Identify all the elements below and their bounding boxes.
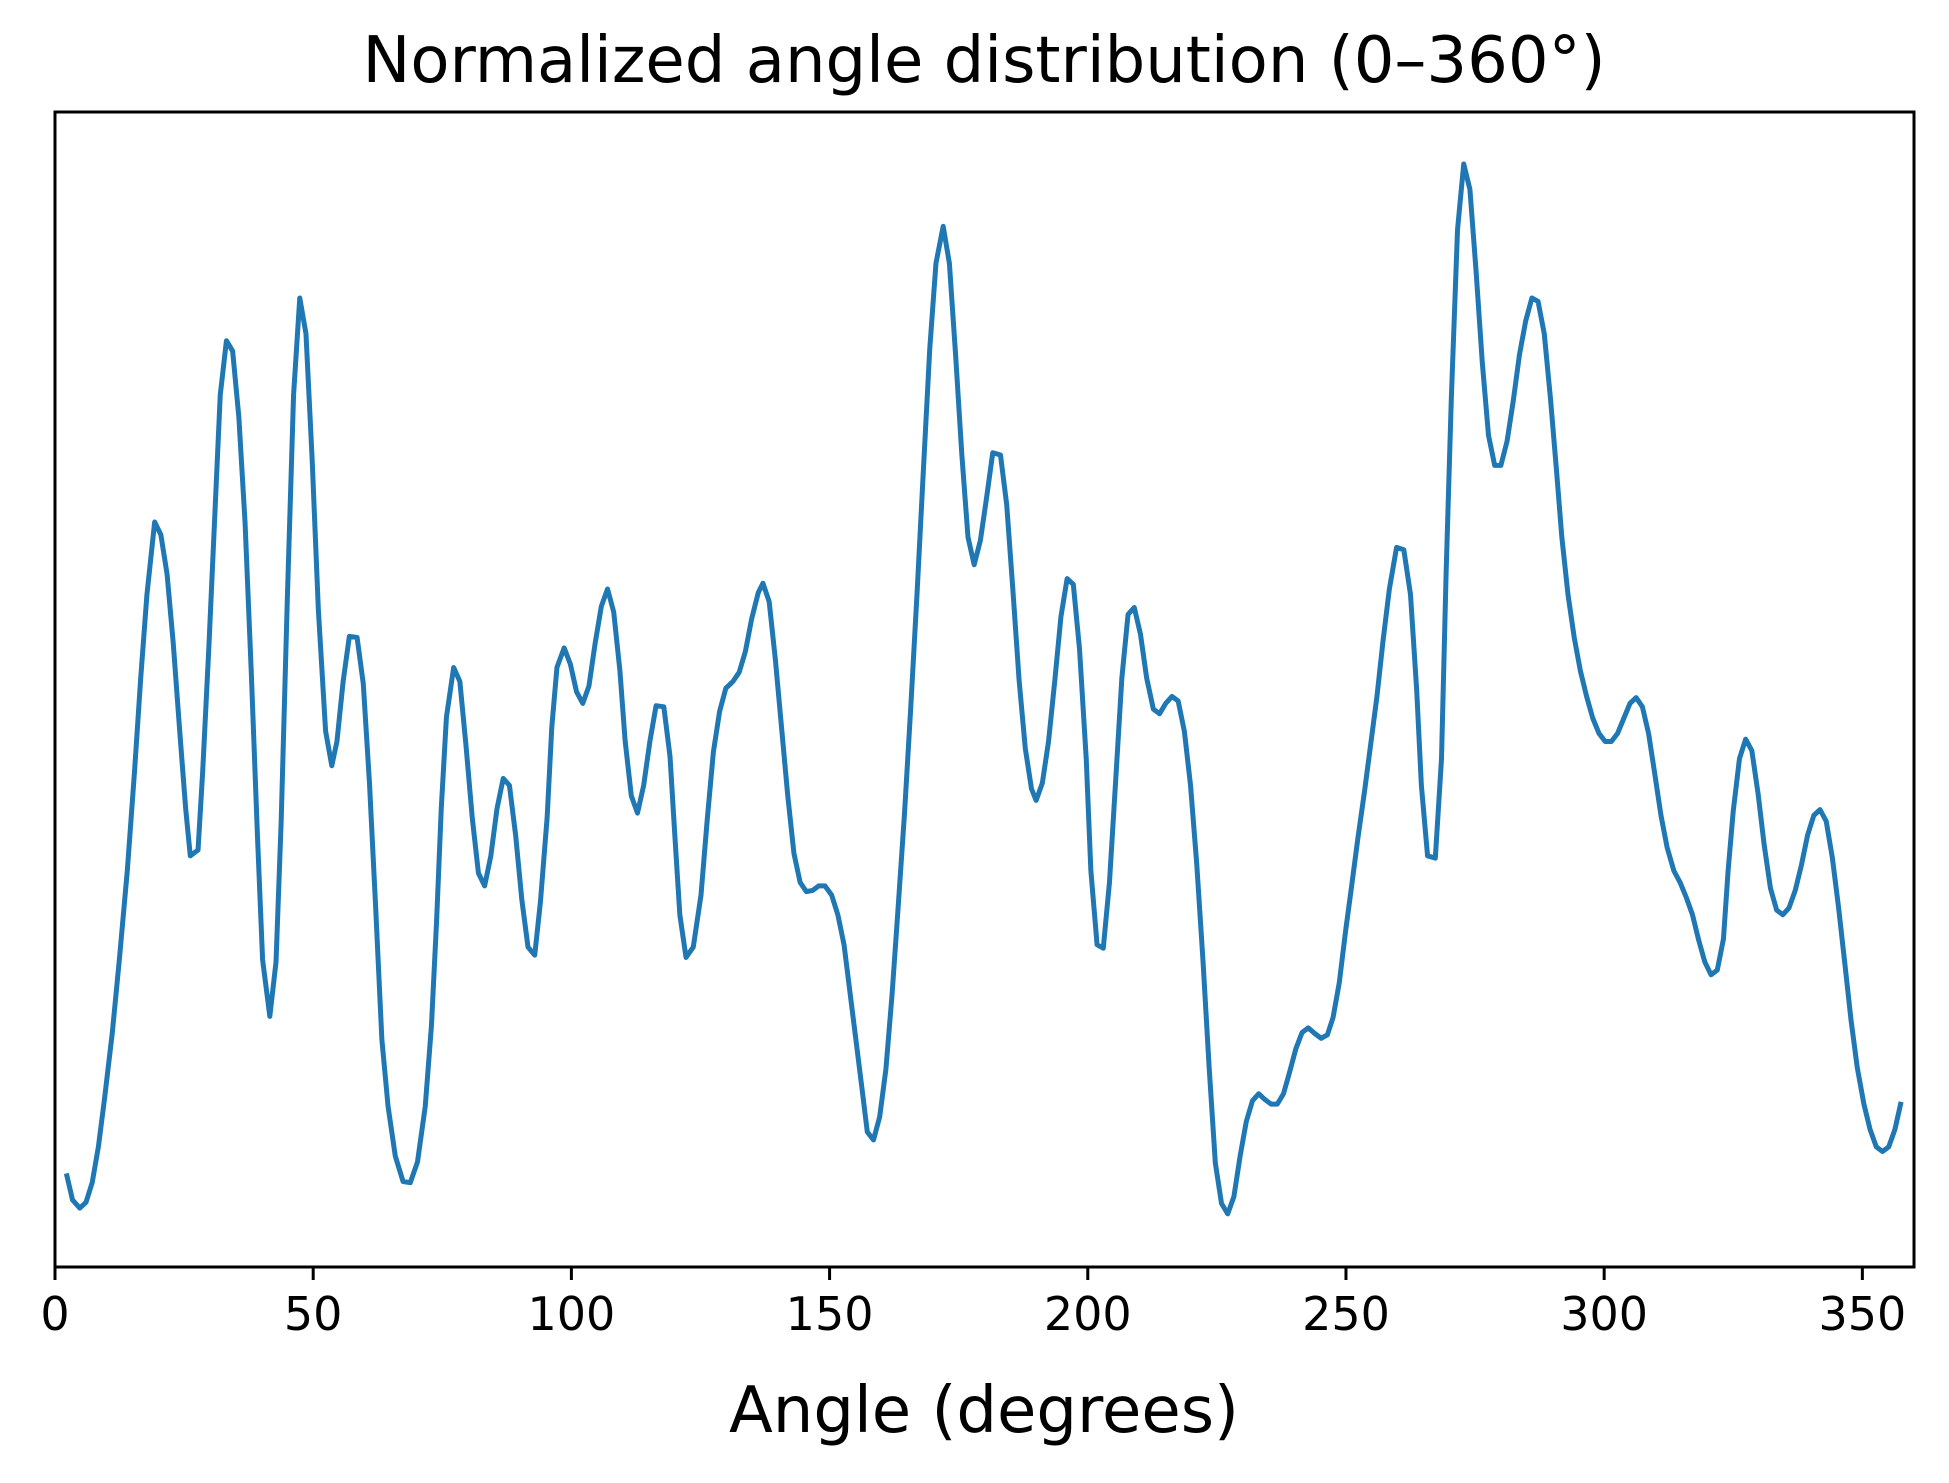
- data-line: [63, 161, 1904, 1217]
- x-tick-label: 250: [1302, 1287, 1390, 1341]
- x-tick-label: 150: [786, 1287, 874, 1341]
- x-tick-label: 300: [1560, 1287, 1648, 1341]
- x-tick-label: 50: [284, 1287, 343, 1341]
- x-tick-label: 100: [527, 1287, 615, 1341]
- chart-title: Normalized angle distribution (0–360°): [362, 24, 1605, 98]
- x-axis-label: Angle (degrees): [729, 1374, 1239, 1448]
- plot-frame: [53, 110, 1916, 1269]
- x-tick-label: 0: [40, 1287, 69, 1341]
- x-tick-label: 200: [1044, 1287, 1132, 1341]
- x-tick-label: 350: [1818, 1287, 1906, 1341]
